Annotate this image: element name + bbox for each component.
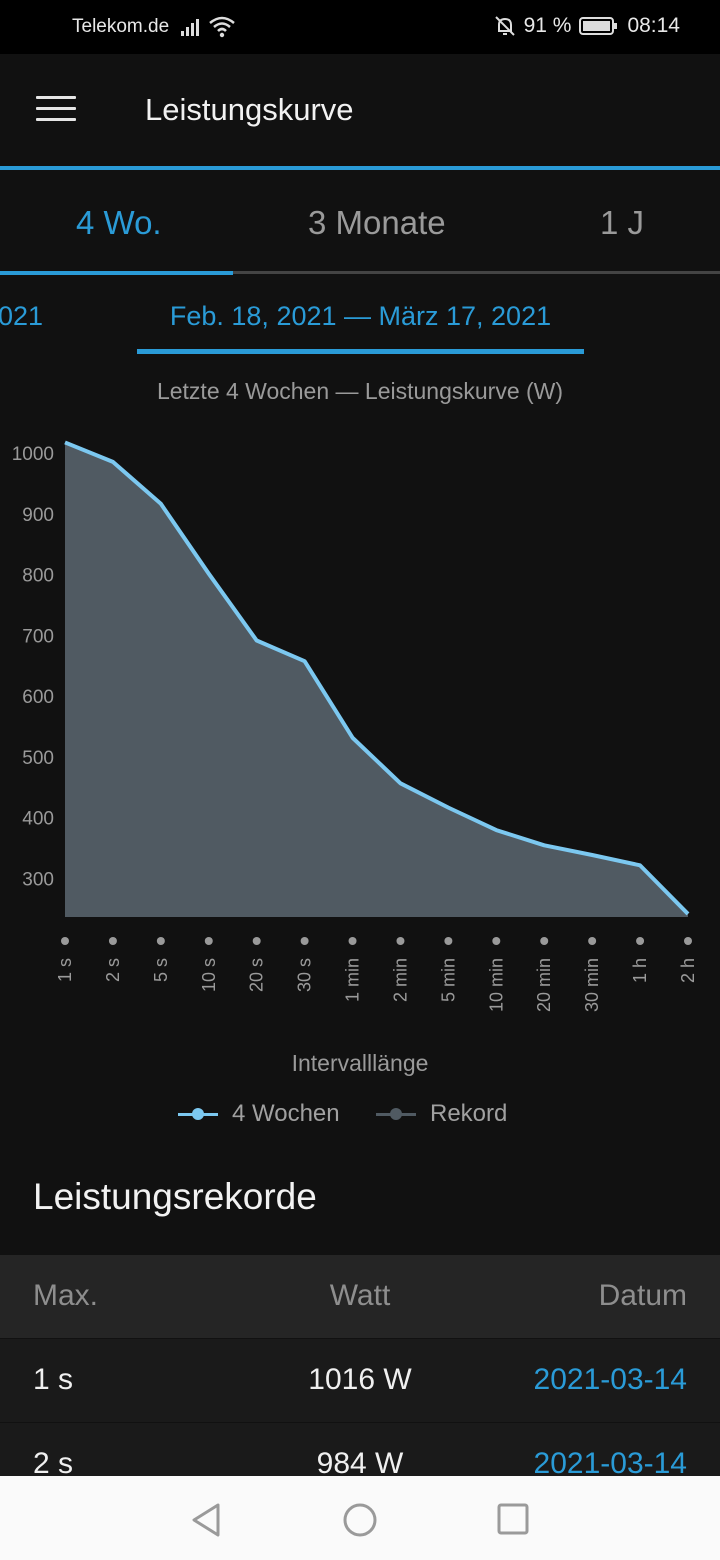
- signal-icon: [181, 19, 199, 36]
- chart-title: Letzte 4 Wochen — Leistungskurve (W): [156, 378, 564, 404]
- y-tick-label: 1000: [12, 444, 54, 465]
- chart-legend: 4 Wochen Rekord: [0, 1100, 720, 1134]
- x-tick-dot: [540, 937, 549, 945]
- x-tick-dot: [444, 937, 453, 945]
- mute-icon: [494, 16, 515, 36]
- x-tick-dot: [108, 937, 117, 945]
- period-tabs: 4 Wo. 3 Monate 1 J: [0, 172, 720, 272]
- page-title: Leistungskurve: [145, 92, 354, 127]
- x-tick-label: 10 min: [486, 958, 506, 1012]
- header-max: Max.: [33, 1279, 99, 1312]
- record-date-link[interactable]: 2021-03-14: [533, 1447, 687, 1480]
- x-tick-label: 20 s: [247, 958, 267, 992]
- legend-swatch-icon: [178, 1107, 218, 1120]
- x-tick-label: 1 s: [55, 958, 75, 982]
- legend-swatch-icon: [376, 1107, 416, 1120]
- series-line-4-wochen: [64, 440, 690, 916]
- y-tick-label: 800: [22, 566, 54, 587]
- x-tick-dot: [684, 937, 692, 945]
- x-tick-label: 5 s: [151, 958, 171, 982]
- series-area-rekord: [65, 442, 688, 917]
- table-header: Max. Watt Datum: [0, 1255, 720, 1338]
- y-tick-label: 900: [22, 505, 54, 526]
- power-curve-chart: 1000 900 800 700 600 500 400 300 1 s 2 s 5 s 10 s 20…: [12, 440, 698, 1012]
- record-interval: 1 s: [33, 1363, 74, 1396]
- x-tick-label: 10 s: [199, 958, 219, 992]
- x-tick-label: 2 h: [678, 958, 698, 983]
- x-tick-label: 30 s: [295, 958, 315, 992]
- x-tick-label: 1 h: [630, 958, 650, 983]
- x-tick-dot: [204, 937, 213, 945]
- tab-1-year[interactable]: 1 J: [600, 204, 645, 241]
- date-range-selector: 021 Feb. 18, 2021 — März 17, 2021: [0, 285, 720, 355]
- table-row[interactable]: 1 s 1016 W 2021-03-14: [0, 1338, 720, 1422]
- header-watt: Watt: [329, 1279, 391, 1312]
- y-tick-label: 500: [22, 748, 54, 769]
- previous-date-range[interactable]: 021: [0, 301, 44, 331]
- x-tick-dot: [252, 937, 261, 945]
- carrier-name: Telekom.de: [72, 16, 170, 37]
- home-icon[interactable]: [342, 1502, 378, 1538]
- x-tick-dot: [588, 937, 597, 945]
- appbar-divider: [0, 166, 720, 170]
- record-date-link[interactable]: 2021-03-14: [533, 1363, 687, 1396]
- x-tick-dot: [300, 937, 309, 945]
- tab-track: [0, 271, 720, 274]
- x-tick-dot: [61, 937, 69, 945]
- x-axis-title: Intervalllänge: [291, 1050, 429, 1076]
- x-tick-dot: [636, 937, 645, 945]
- battery-icon: [579, 17, 618, 35]
- back-icon[interactable]: [188, 1502, 224, 1538]
- y-tick-label: 300: [22, 870, 54, 891]
- x-tick-dot: [492, 937, 501, 945]
- x-tick-label: 1 min: [343, 958, 363, 1002]
- clock: 08:14: [627, 14, 680, 37]
- tab-indicator: [0, 271, 233, 275]
- y-tick-label: 700: [22, 626, 54, 647]
- legend-item-4-weeks[interactable]: 4 Wochen: [178, 1100, 340, 1128]
- x-tick-dot: [156, 937, 165, 945]
- x-tick-label: 2 s: [103, 958, 123, 982]
- records-table: Max. Watt Datum 1 s 1016 W 2021-03-14 2 …: [0, 1255, 720, 1506]
- status-bar: Telekom.de 91 % 08:14: [0, 0, 720, 54]
- x-tick-label: 30 min: [582, 958, 602, 1012]
- record-interval: 2 s: [33, 1447, 74, 1480]
- record-watt: 1016 W: [308, 1363, 412, 1396]
- records-title: Leistungsrekorde: [33, 1176, 317, 1217]
- wifi-icon: [209, 16, 235, 38]
- x-tick-label: 5 min: [438, 958, 458, 1002]
- app-bar: Leistungskurve: [0, 54, 720, 166]
- y-tick-label: 400: [22, 809, 54, 830]
- tab-3-months[interactable]: 3 Monate: [308, 204, 446, 241]
- date-range-underline: [137, 349, 584, 354]
- system-navigation-bar: [0, 1476, 720, 1560]
- recents-icon[interactable]: [496, 1502, 532, 1538]
- hamburger-menu-icon[interactable]: [36, 96, 76, 124]
- x-tick-label: 2 min: [390, 958, 410, 1002]
- x-tick-dot: [348, 937, 357, 945]
- battery-percent: 91 %: [523, 14, 572, 37]
- x-tick-dot: [396, 937, 405, 945]
- tab-4-weeks[interactable]: 4 Wo.: [76, 204, 162, 241]
- current-date-range[interactable]: Feb. 18, 2021 — März 17, 2021: [169, 301, 552, 331]
- legend-label: 4 Wochen: [232, 1100, 340, 1127]
- record-watt: 984 W: [316, 1447, 404, 1480]
- y-tick-label: 600: [22, 687, 54, 708]
- x-tick-label: 20 min: [534, 958, 554, 1012]
- legend-label: Rekord: [430, 1100, 508, 1127]
- header-date: Datum: [598, 1279, 687, 1312]
- legend-item-record[interactable]: Rekord: [376, 1100, 507, 1128]
